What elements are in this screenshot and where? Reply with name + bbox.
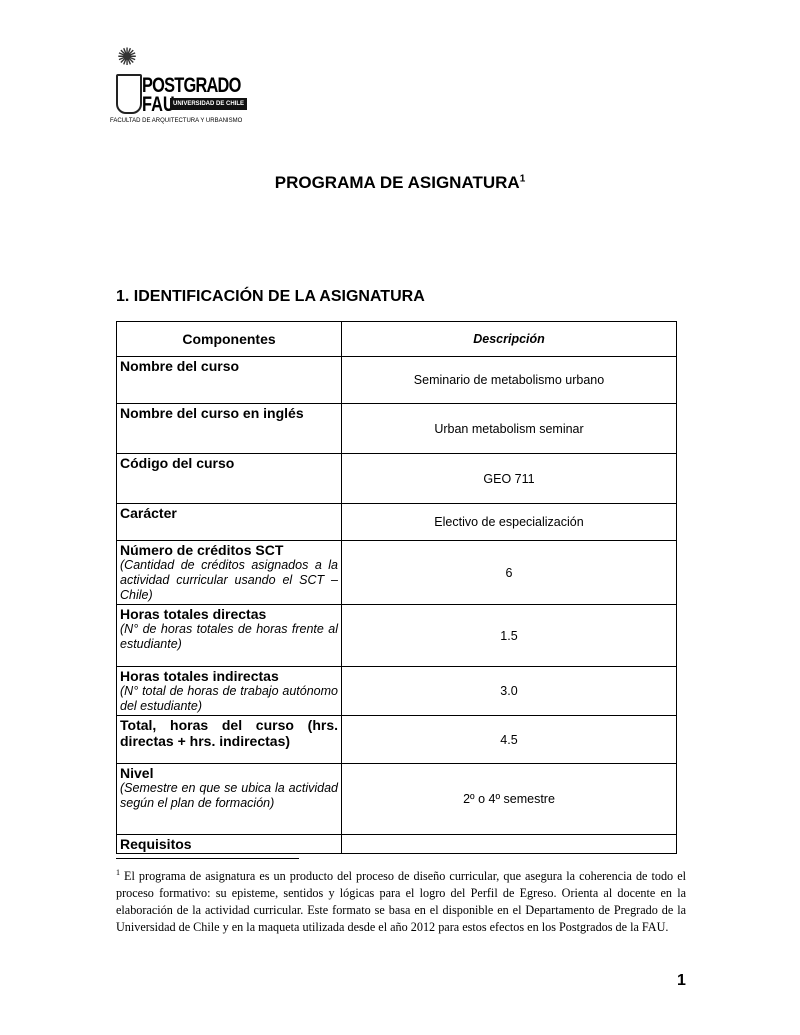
row-label-cell: Código del curso (116, 453, 342, 504)
row-label: Nombre del curso (120, 358, 240, 374)
row-value: 2º o 4º semestre (341, 763, 677, 835)
row-note: (N° de horas totales de horas frente al … (120, 622, 338, 651)
header-componentes: Componentes (116, 321, 342, 357)
row-label: Código del curso (120, 455, 235, 471)
row-value: 6 (341, 540, 677, 605)
row-note: (Cantidad de créditos asignados a la act… (120, 558, 338, 602)
row-label: Requisitos (120, 836, 192, 852)
table-header-row: Componentes Descripción (116, 321, 677, 357)
row-note: (Semestre en que se ubica la actividad s… (120, 781, 338, 810)
row-label-cell: Horas totales directas (N° de horas total… (116, 604, 342, 667)
table-row: Horas totales directas (N° de horas total… (116, 604, 677, 667)
row-label: Total, horas del curso (hrs. directas + … (120, 717, 338, 749)
row-label: Carácter (120, 505, 177, 521)
row-value (341, 834, 677, 854)
logo-line2: FAU (142, 93, 175, 116)
course-identification-table: Componentes Descripción Nombre del curso… (116, 321, 677, 854)
table-row: Requisitos (116, 834, 677, 854)
page-title: PROGRAMA DE ASIGNATURA1 (274, 173, 526, 192)
table-row: Total, horas del curso (hrs. directas + … (116, 715, 677, 764)
row-label-cell: Carácter (116, 503, 342, 541)
table-row: Nombre del curso Seminario de metabolismo… (116, 356, 677, 404)
row-value: 4.5 (341, 715, 677, 764)
row-label-cell: Total, horas del curso (hrs. directas + … (116, 715, 342, 764)
university-crest-icon (116, 74, 142, 114)
row-label-cell: Nombre del curso (116, 356, 342, 404)
row-value: Urban metabolism seminar (341, 403, 677, 454)
table-row: Carácter Electivo de especialización (116, 503, 677, 541)
table-row: Número de créditos SCT (Cantidad de crédi… (116, 540, 677, 605)
sun-star-icon: ✺ (117, 44, 138, 71)
row-label: Número de créditos SCT (120, 542, 284, 558)
row-value: Electivo de especialización (341, 503, 677, 541)
table-row: Nombre del curso en inglés Urban metaboli… (116, 403, 677, 454)
logo-badge: UNIVERSIDAD DE CHILE (170, 98, 248, 110)
row-value: 3.0 (341, 666, 677, 716)
row-label-cell: Nombre del curso en inglés (116, 403, 342, 454)
header-descripcion: Descripción (341, 321, 677, 357)
page-number: 1 (677, 972, 686, 989)
logo-line1: POSTGRADO (142, 74, 241, 97)
row-value: Seminario de metabolismo urbano (341, 356, 677, 404)
row-note: (N° total de horas de trabajo autónomo d… (120, 684, 338, 713)
table-row: Código del curso GEO 711 (116, 453, 677, 504)
row-label-cell: Número de créditos SCT (Cantidad de crédi… (116, 540, 342, 605)
row-label-cell: Requisitos (116, 834, 342, 854)
footnote-ref: 1 (519, 173, 526, 185)
table-row: Nivel (Semestre en que se ubica la activi… (116, 763, 677, 835)
row-label-cell: Horas totales indirectas (N° total de hor… (116, 666, 342, 716)
row-label: Horas totales indirectas (120, 668, 279, 684)
row-value: GEO 711 (341, 453, 677, 504)
postgrado-fau-logo: ✺ POSTGRADO FAU UNIVERSIDAD DE CHILE FAC… (108, 44, 248, 128)
footnote-separator (116, 858, 299, 859)
row-label: Nombre del curso en inglés (120, 405, 304, 421)
row-value: 1.5 (341, 604, 677, 667)
table-row: Horas totales indirectas (N° total de hor… (116, 666, 677, 716)
section-heading: 1. IDENTIFICACIÓN DE LA ASIGNATURA (116, 288, 425, 305)
row-label-cell: Nivel (Semestre en que se ubica la activi… (116, 763, 342, 835)
row-label: Nivel (120, 765, 154, 781)
logo-subtitle: FACULTAD DE ARQUITECTURA Y URBANISMO (110, 118, 243, 124)
footnote: 1 El programa de asignatura es un produc… (116, 868, 686, 935)
row-label: Horas totales directas (120, 606, 267, 622)
